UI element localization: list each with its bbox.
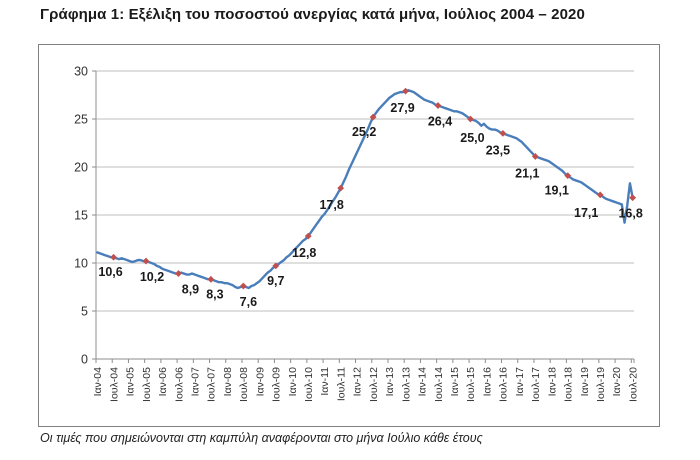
x-tick-label: Ιουλ-14 [433,367,445,402]
x-tick-label: Ιουλ-07 [206,367,218,402]
x-tick-label: Ιουλ-15 [465,367,477,402]
data-label: 10,6 [98,265,122,279]
x-tick-label: Ιουλ-16 [498,367,510,402]
july-markers [110,87,637,290]
july-marker [467,115,474,123]
july-marker [337,184,345,192]
data-label: 25,2 [352,125,376,139]
x-tick-label: Ιαν-08 [222,367,234,397]
chart-frame: 0 5 10 15 20 25 30 Ιαν-04 Ιουλ-04 Ιαν-05 Ιουλ-05 Ια… [38,44,660,427]
july-marker [629,194,637,202]
x-tick-label: Ιαν-07 [189,367,201,397]
data-label: 10,2 [140,270,164,284]
data-label: 25,0 [460,131,484,145]
x-tick-label: Ιαν-20 [611,367,623,397]
data-label: 21,1 [515,166,539,180]
axes: 0 5 10 15 20 25 30 [74,65,635,367]
x-tick-label: Ιουλ-13 [400,367,412,402]
x-tick-label: Ιαν-17 [514,367,526,397]
july-marker [272,262,280,270]
x-tick-label: Ιουλ-18 [563,367,575,402]
x-tick-label: Ιουλ-05 [141,367,153,402]
chart-heading: Γράφημα 1: Εξέλιξη του ποσοστού ανεργίας… [40,6,585,23]
x-tick-label: Ιουλ-10 [303,367,315,402]
chart-footnote: Οι τιμές που σημειώνονται στη καμπύλη αν… [40,431,483,445]
x-tick-label: Ιαν-14 [417,367,429,397]
y-tick-label: 0 [81,353,88,367]
x-tick-label: Ιουλ-12 [368,367,380,402]
y-tick-label: 5 [81,305,88,319]
data-label: 17,8 [319,198,343,212]
y-tick-label: 25 [74,113,88,127]
data-label: 8,3 [206,287,223,301]
x-tick-label: Ιουλ-19 [595,367,607,402]
data-label: 26,4 [428,115,452,129]
x-tick-label: Ιουλ-04 [108,367,120,402]
july-marker [499,130,507,137]
x-tick-label: Ιουλ-20 [627,367,639,402]
july-marker [304,232,312,240]
july-marker [239,282,247,290]
july-marker [402,87,409,95]
x-tick-label: Ιαν-19 [579,367,591,397]
july-marker [434,102,442,109]
x-tick-label: Ιαν-15 [449,367,461,397]
x-tick-label: Ιουλ-17 [530,367,542,402]
july-marker [207,275,215,283]
y-tick-label: 10 [74,257,88,271]
data-label: 23,5 [486,143,510,157]
data-labels: 10,6 10,2 8,9 8,3 7,6 9,7 12,8 17,8 25,2 27,9 26,4… [98,101,642,309]
july-marker [564,172,572,180]
july-marker [142,257,150,265]
data-label: 17,1 [574,206,598,220]
x-tick-label: Ιουλ-11 [335,367,347,401]
x-tick-label: Ιαν-05 [125,367,137,397]
data-label: 27,9 [390,101,414,115]
x-tick-label: Ιουλ-09 [271,367,283,402]
data-label: 8,9 [182,283,199,297]
data-label: 12,8 [292,246,316,260]
july-marker [596,191,604,199]
x-tick-label: Ιαν-04 [92,367,104,397]
data-label: 19,1 [545,184,569,198]
data-label: 9,7 [267,274,284,288]
x-tick-label: Ιουλ-06 [173,367,185,402]
x-tick-label: Ιαν-13 [384,367,396,397]
july-marker [175,270,182,277]
y-tick-label: 30 [74,65,88,79]
data-label: 16,8 [618,207,642,221]
unemployment-series-line [96,89,634,290]
x-tick-label: Ιαν-11 [319,367,331,396]
july-marker [110,253,117,261]
x-tick-label: Ιαν-06 [157,367,169,397]
y-tick-label: 20 [74,161,88,175]
x-tick-label: Ιαν-18 [546,367,558,397]
gridlines [96,70,634,312]
x-tick-label: Ιαν-16 [481,367,493,397]
x-tick-labels: Ιαν-04 Ιουλ-04 Ιαν-05 Ιουλ-05 Ιαν-06 Ιουλ-06 Ι… [92,367,639,402]
july-marker [531,153,539,160]
july-marker [369,113,377,121]
x-tick-label: Ιαν-12 [352,367,364,397]
data-label: 7,6 [240,295,257,309]
x-tick-label: Ιαν-10 [287,367,299,397]
x-tick-label: Ιαν-09 [254,367,266,397]
x-tick-label: Ιουλ-08 [238,367,250,402]
y-tick-label: 15 [74,209,88,223]
